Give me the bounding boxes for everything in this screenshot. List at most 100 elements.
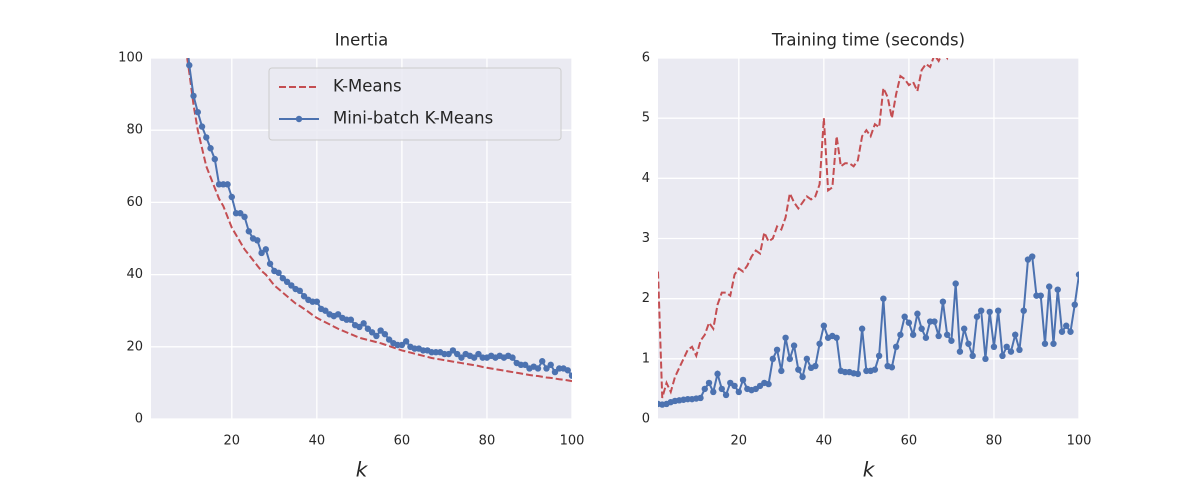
data-point [722, 391, 730, 399]
data-point [786, 355, 794, 363]
data-point [935, 332, 942, 340]
y-tick-label: 100 [118, 51, 143, 66]
data-point [739, 376, 747, 384]
data-point [858, 325, 866, 332]
data-point [948, 337, 955, 344]
data-point [871, 366, 879, 373]
data-point [1071, 301, 1078, 308]
data-point [453, 350, 461, 358]
x-tick-label: 80 [479, 434, 496, 449]
data-point [714, 370, 721, 378]
data-point [1016, 346, 1023, 354]
y-tick-label: 20 [126, 339, 143, 354]
data-point [790, 342, 798, 349]
data-point [718, 385, 725, 393]
data-point [697, 394, 704, 402]
data-point [931, 318, 938, 325]
x-tick-label: 60 [394, 434, 411, 449]
data-point [795, 366, 802, 373]
data-point [816, 340, 823, 347]
chart-title: Training time (seconds) [771, 31, 965, 50]
data-point [228, 193, 235, 201]
data-point [207, 145, 214, 152]
data-point [799, 373, 806, 381]
data-point [888, 364, 896, 371]
y-tick-label: 60 [126, 195, 143, 210]
data-point [956, 348, 964, 355]
data-point [820, 322, 828, 329]
data-point [334, 311, 342, 318]
y-tick-label: 5 [642, 111, 650, 126]
data-point [969, 352, 976, 360]
data-point [1003, 343, 1010, 350]
data-point [288, 282, 295, 289]
data-point [1012, 331, 1019, 338]
x-axis-label: k [863, 458, 876, 480]
data-point [833, 334, 840, 341]
data-point [1067, 328, 1074, 335]
data-point [939, 298, 947, 305]
data-point [368, 329, 376, 336]
x-tick-label: 100 [560, 434, 585, 449]
data-point [283, 278, 291, 286]
legend-label: Mini-batch K-Means [333, 109, 493, 128]
data-point [296, 287, 304, 295]
data-point [710, 388, 717, 396]
data-point [203, 134, 210, 141]
data-point [803, 355, 811, 363]
data-point [990, 343, 998, 350]
data-point [973, 313, 981, 320]
plot-layer [182, 19, 572, 383]
y-tick-label: 6 [642, 51, 650, 66]
data-point [190, 92, 197, 100]
data-point [705, 379, 713, 387]
data-point [918, 325, 925, 332]
data-point [892, 343, 900, 350]
data-point [182, 19, 188, 25]
data-point [262, 246, 270, 253]
data-point [547, 361, 554, 369]
x-tick-label: 20 [224, 434, 241, 449]
data-point [241, 213, 248, 221]
y-tick-label: 4 [642, 171, 650, 186]
data-point [385, 336, 393, 343]
data-point [1041, 340, 1049, 347]
data-point [943, 331, 951, 338]
data-point [735, 388, 742, 396]
data-point [475, 350, 482, 358]
data-point [322, 307, 329, 314]
legend-marker [295, 115, 303, 123]
data-point [194, 108, 201, 116]
x-axis-label: k [356, 458, 369, 480]
series-line [658, 58, 949, 399]
data-point [377, 327, 384, 334]
data-point [1029, 253, 1036, 260]
x-tick-label: 60 [901, 434, 918, 449]
data-point [237, 210, 244, 217]
data-point [551, 368, 559, 376]
data-point [211, 155, 218, 163]
data-point [812, 362, 819, 370]
data-point [999, 352, 1006, 360]
data-point [1075, 271, 1079, 278]
data-point [539, 358, 546, 365]
data-point [313, 298, 321, 305]
data-point [769, 355, 777, 363]
series-line [186, 58, 572, 383]
data-point [854, 370, 862, 378]
y-tick-label: 2 [642, 291, 650, 306]
data-point [765, 380, 772, 388]
chart-title: Inertia [335, 31, 388, 50]
data-point [458, 354, 465, 361]
x-tick-label: 100 [1067, 434, 1092, 449]
data-point [470, 354, 478, 361]
data-point [1063, 322, 1070, 329]
data-point [543, 365, 550, 372]
subplot: 0 1 2 3 4 5 6 20 40 60 80 100 Training time (seconds… [642, 31, 1092, 480]
y-tick-label: 40 [126, 267, 143, 282]
data-point [1007, 348, 1015, 355]
data-point [701, 385, 708, 393]
data-point [564, 367, 571, 374]
data-point [364, 325, 372, 332]
